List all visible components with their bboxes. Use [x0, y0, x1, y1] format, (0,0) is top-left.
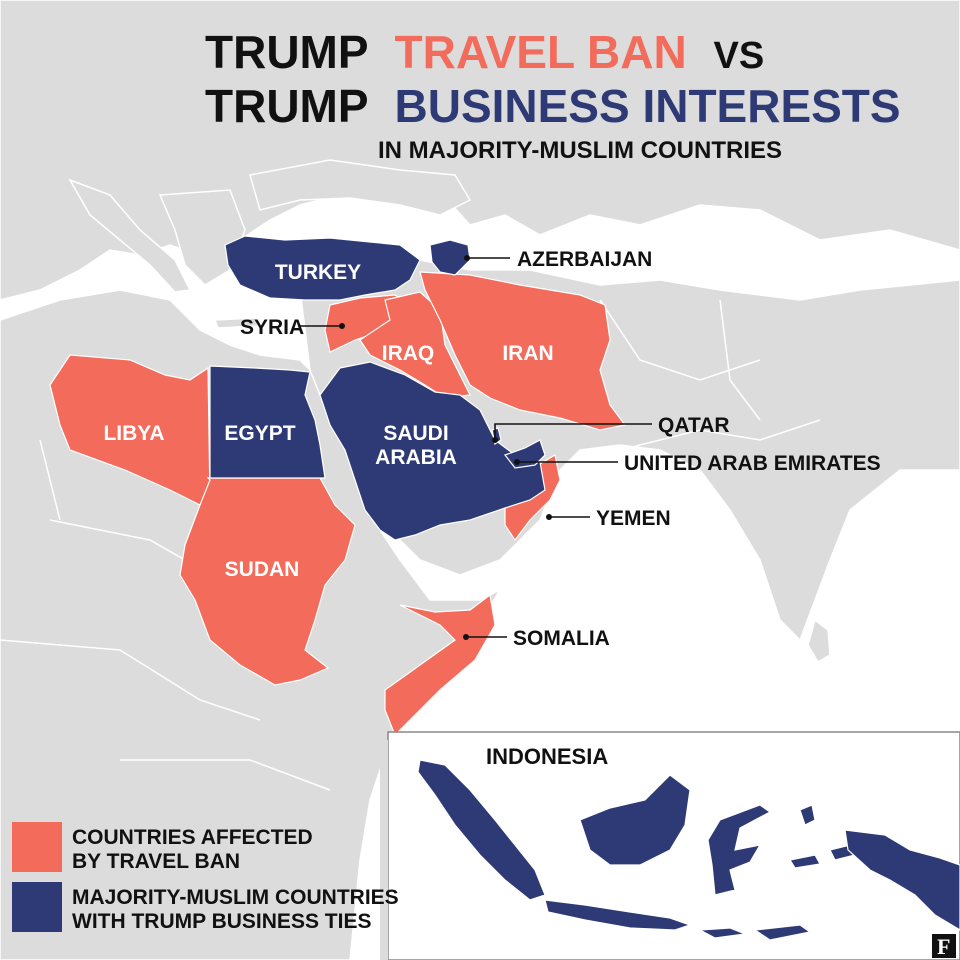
travel-ban-countries: [49, 271, 627, 737]
legend-swatch-ban: [12, 822, 62, 872]
legend: COUNTRIES AFFECTED BY TRAVEL BAN MAJORIT…: [12, 822, 399, 933]
island-borneo: [579, 774, 691, 866]
country-egypt[interactable]: [209, 365, 326, 479]
label-qatar: QATAR: [658, 414, 730, 437]
country-somalia[interactable]: [384, 593, 496, 737]
legend-biz-line2: WITH TRUMP BUSINESS TIES: [72, 910, 371, 933]
title-block: TRUMP TRAVEL BAN VS TRUMP BUSINESS INTER…: [205, 26, 901, 164]
logo-box: [932, 934, 956, 958]
country-saudi-arabia[interactable]: [319, 361, 546, 541]
italy-land: [68, 178, 192, 293]
minor-borders: [0, 299, 821, 791]
label-egypt: EGYPT: [224, 422, 295, 445]
island-sumatra: [417, 759, 546, 901]
forbes-logo: F: [932, 934, 956, 959]
country-azerbaijan[interactable]: [429, 239, 471, 276]
inset-shadow: [380, 740, 388, 960]
label-saudi-line2: ARABIA: [375, 446, 457, 469]
dot-somalia: [463, 634, 469, 640]
logo-letter: F: [937, 934, 950, 959]
callouts: AZERBAIJAN SYRIA QATAR UNITED ARAB EMIRA…: [240, 248, 881, 650]
indonesia-inset: INDONESIA: [380, 731, 960, 960]
title-line2: TRUMP BUSINESS INTERESTS: [205, 80, 901, 132]
title-trump-2: TRUMP: [205, 80, 368, 132]
label-azerbaijan: AZERBAIJAN: [517, 248, 652, 271]
dot-syria: [339, 323, 345, 329]
country-turkey[interactable]: [224, 235, 421, 301]
label-saudi-line1: SAUDI: [383, 422, 448, 445]
label-uae: UNITED ARAB EMIRATES: [624, 452, 881, 475]
label-sudan: SUDAN: [225, 558, 300, 581]
title-travel-ban: TRAVEL BAN: [395, 26, 687, 78]
title-vs: VS: [713, 35, 764, 77]
crete-land: [213, 317, 260, 329]
label-iran: IRAN: [502, 342, 553, 365]
country-labels-inside: TURKEY IRAQ IRAN LIBYA EGYPT SAUDI ARABI…: [103, 261, 553, 581]
label-libya: LIBYA: [103, 422, 164, 445]
label-somalia: SOMALIA: [513, 627, 610, 650]
country-iran[interactable]: [419, 271, 627, 431]
label-iraq: IRAQ: [382, 342, 435, 365]
country-sudan[interactable]: [179, 477, 356, 686]
legend-ban-line2: BY TRAVEL BAN: [72, 850, 240, 873]
balkans-land: [158, 189, 246, 286]
island-flores: [753, 924, 812, 941]
island-sunda: [697, 927, 748, 939]
island-maluku-2: [789, 854, 821, 869]
island-papua: [844, 829, 960, 931]
subtitle: IN MAJORITY-MUSLIM COUNTRIES: [378, 137, 782, 164]
sri-lanka-land: [807, 618, 831, 664]
dot-uae: [514, 459, 520, 465]
legend-biz-line1: MAJORITY-MUSLIM COUNTRIES: [72, 886, 399, 909]
island-java: [544, 899, 692, 931]
label-yemen: YEMEN: [596, 507, 671, 530]
title-trump-1: TRUMP: [205, 26, 368, 78]
dot-azerbaijan: [464, 255, 470, 261]
title-line1: TRUMP TRAVEL BAN VS: [205, 26, 764, 78]
title-business-interests: BUSINESS INTERESTS: [395, 80, 901, 132]
label-syria: SYRIA: [240, 316, 304, 339]
legend-ban-line1: COUNTRIES AFFECTED: [72, 826, 313, 849]
dot-qatar: [492, 437, 498, 443]
island-sulawesi: [707, 804, 772, 896]
inset-title: INDONESIA: [486, 744, 608, 769]
business-ties-countries: [209, 235, 546, 541]
legend-swatch-biz: [12, 882, 62, 932]
ukraine-land: [249, 159, 472, 216]
leader-qatar: [494, 423, 652, 440]
island-maluku-1: [799, 804, 816, 826]
dot-yemen: [546, 514, 552, 520]
label-turkey: TURKEY: [275, 261, 361, 284]
